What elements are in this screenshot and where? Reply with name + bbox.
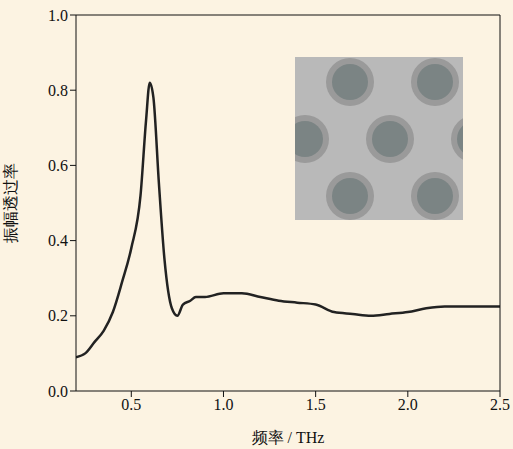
svg-text:0.0: 0.0 — [48, 383, 68, 400]
svg-text:0.5: 0.5 — [121, 396, 141, 413]
svg-text:2.5: 2.5 — [490, 396, 510, 413]
svg-text:0.8: 0.8 — [48, 82, 68, 99]
svg-text:1.0: 1.0 — [48, 7, 68, 24]
svg-text:0.4: 0.4 — [48, 232, 68, 249]
svg-text:1.0: 1.0 — [213, 396, 233, 413]
svg-text:0.2: 0.2 — [48, 307, 68, 324]
svg-text:频率 / THz: 频率 / THz — [252, 429, 325, 446]
svg-text:振幅透过率: 振幅透过率 — [2, 163, 19, 243]
svg-text:1.5: 1.5 — [306, 396, 326, 413]
svg-text:0.6: 0.6 — [48, 157, 68, 174]
svg-text:2.0: 2.0 — [398, 396, 418, 413]
